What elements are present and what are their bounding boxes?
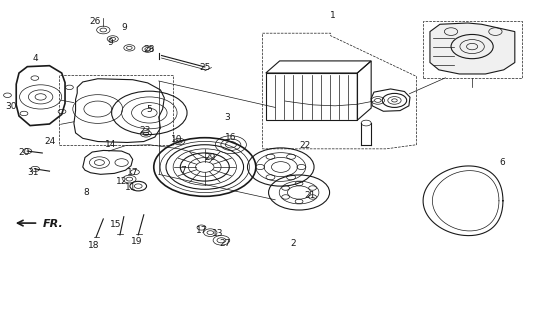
Text: 5: 5: [146, 105, 152, 114]
Polygon shape: [430, 23, 515, 74]
Text: 20: 20: [18, 148, 29, 157]
Text: 3: 3: [224, 114, 230, 123]
Text: 16: 16: [225, 132, 237, 141]
Text: 14: 14: [105, 140, 116, 149]
Text: 22: 22: [299, 141, 310, 150]
Text: 13: 13: [212, 229, 224, 238]
Text: 27: 27: [220, 239, 231, 248]
Text: 18: 18: [88, 241, 100, 250]
Text: 30: 30: [5, 102, 17, 111]
Text: 4: 4: [32, 53, 38, 62]
Text: 9: 9: [108, 38, 113, 47]
Text: FR.: FR.: [42, 219, 63, 229]
Text: 29: 29: [205, 153, 216, 162]
Bar: [266, 73, 358, 120]
Text: 17: 17: [127, 168, 138, 177]
Text: 12: 12: [116, 177, 127, 186]
Text: 6: 6: [500, 158, 505, 167]
Text: 1: 1: [330, 12, 335, 20]
Text: 25: 25: [199, 63, 211, 72]
Text: 17: 17: [196, 226, 207, 235]
Text: 9: 9: [121, 23, 127, 32]
Text: 24: 24: [44, 137, 55, 146]
Text: 15: 15: [110, 220, 122, 229]
Text: 31: 31: [27, 168, 38, 177]
Text: 26: 26: [90, 17, 101, 26]
Text: 11: 11: [125, 183, 137, 192]
Text: 10: 10: [171, 135, 183, 144]
Text: 7: 7: [180, 166, 186, 175]
Text: 28: 28: [143, 44, 155, 54]
Text: 21: 21: [305, 191, 316, 200]
Text: 2: 2: [291, 239, 296, 248]
Text: 8: 8: [84, 188, 90, 197]
Bar: [59, 75, 172, 145]
Bar: [423, 21, 522, 78]
Text: 23: 23: [139, 126, 151, 135]
Text: 19: 19: [131, 237, 142, 246]
